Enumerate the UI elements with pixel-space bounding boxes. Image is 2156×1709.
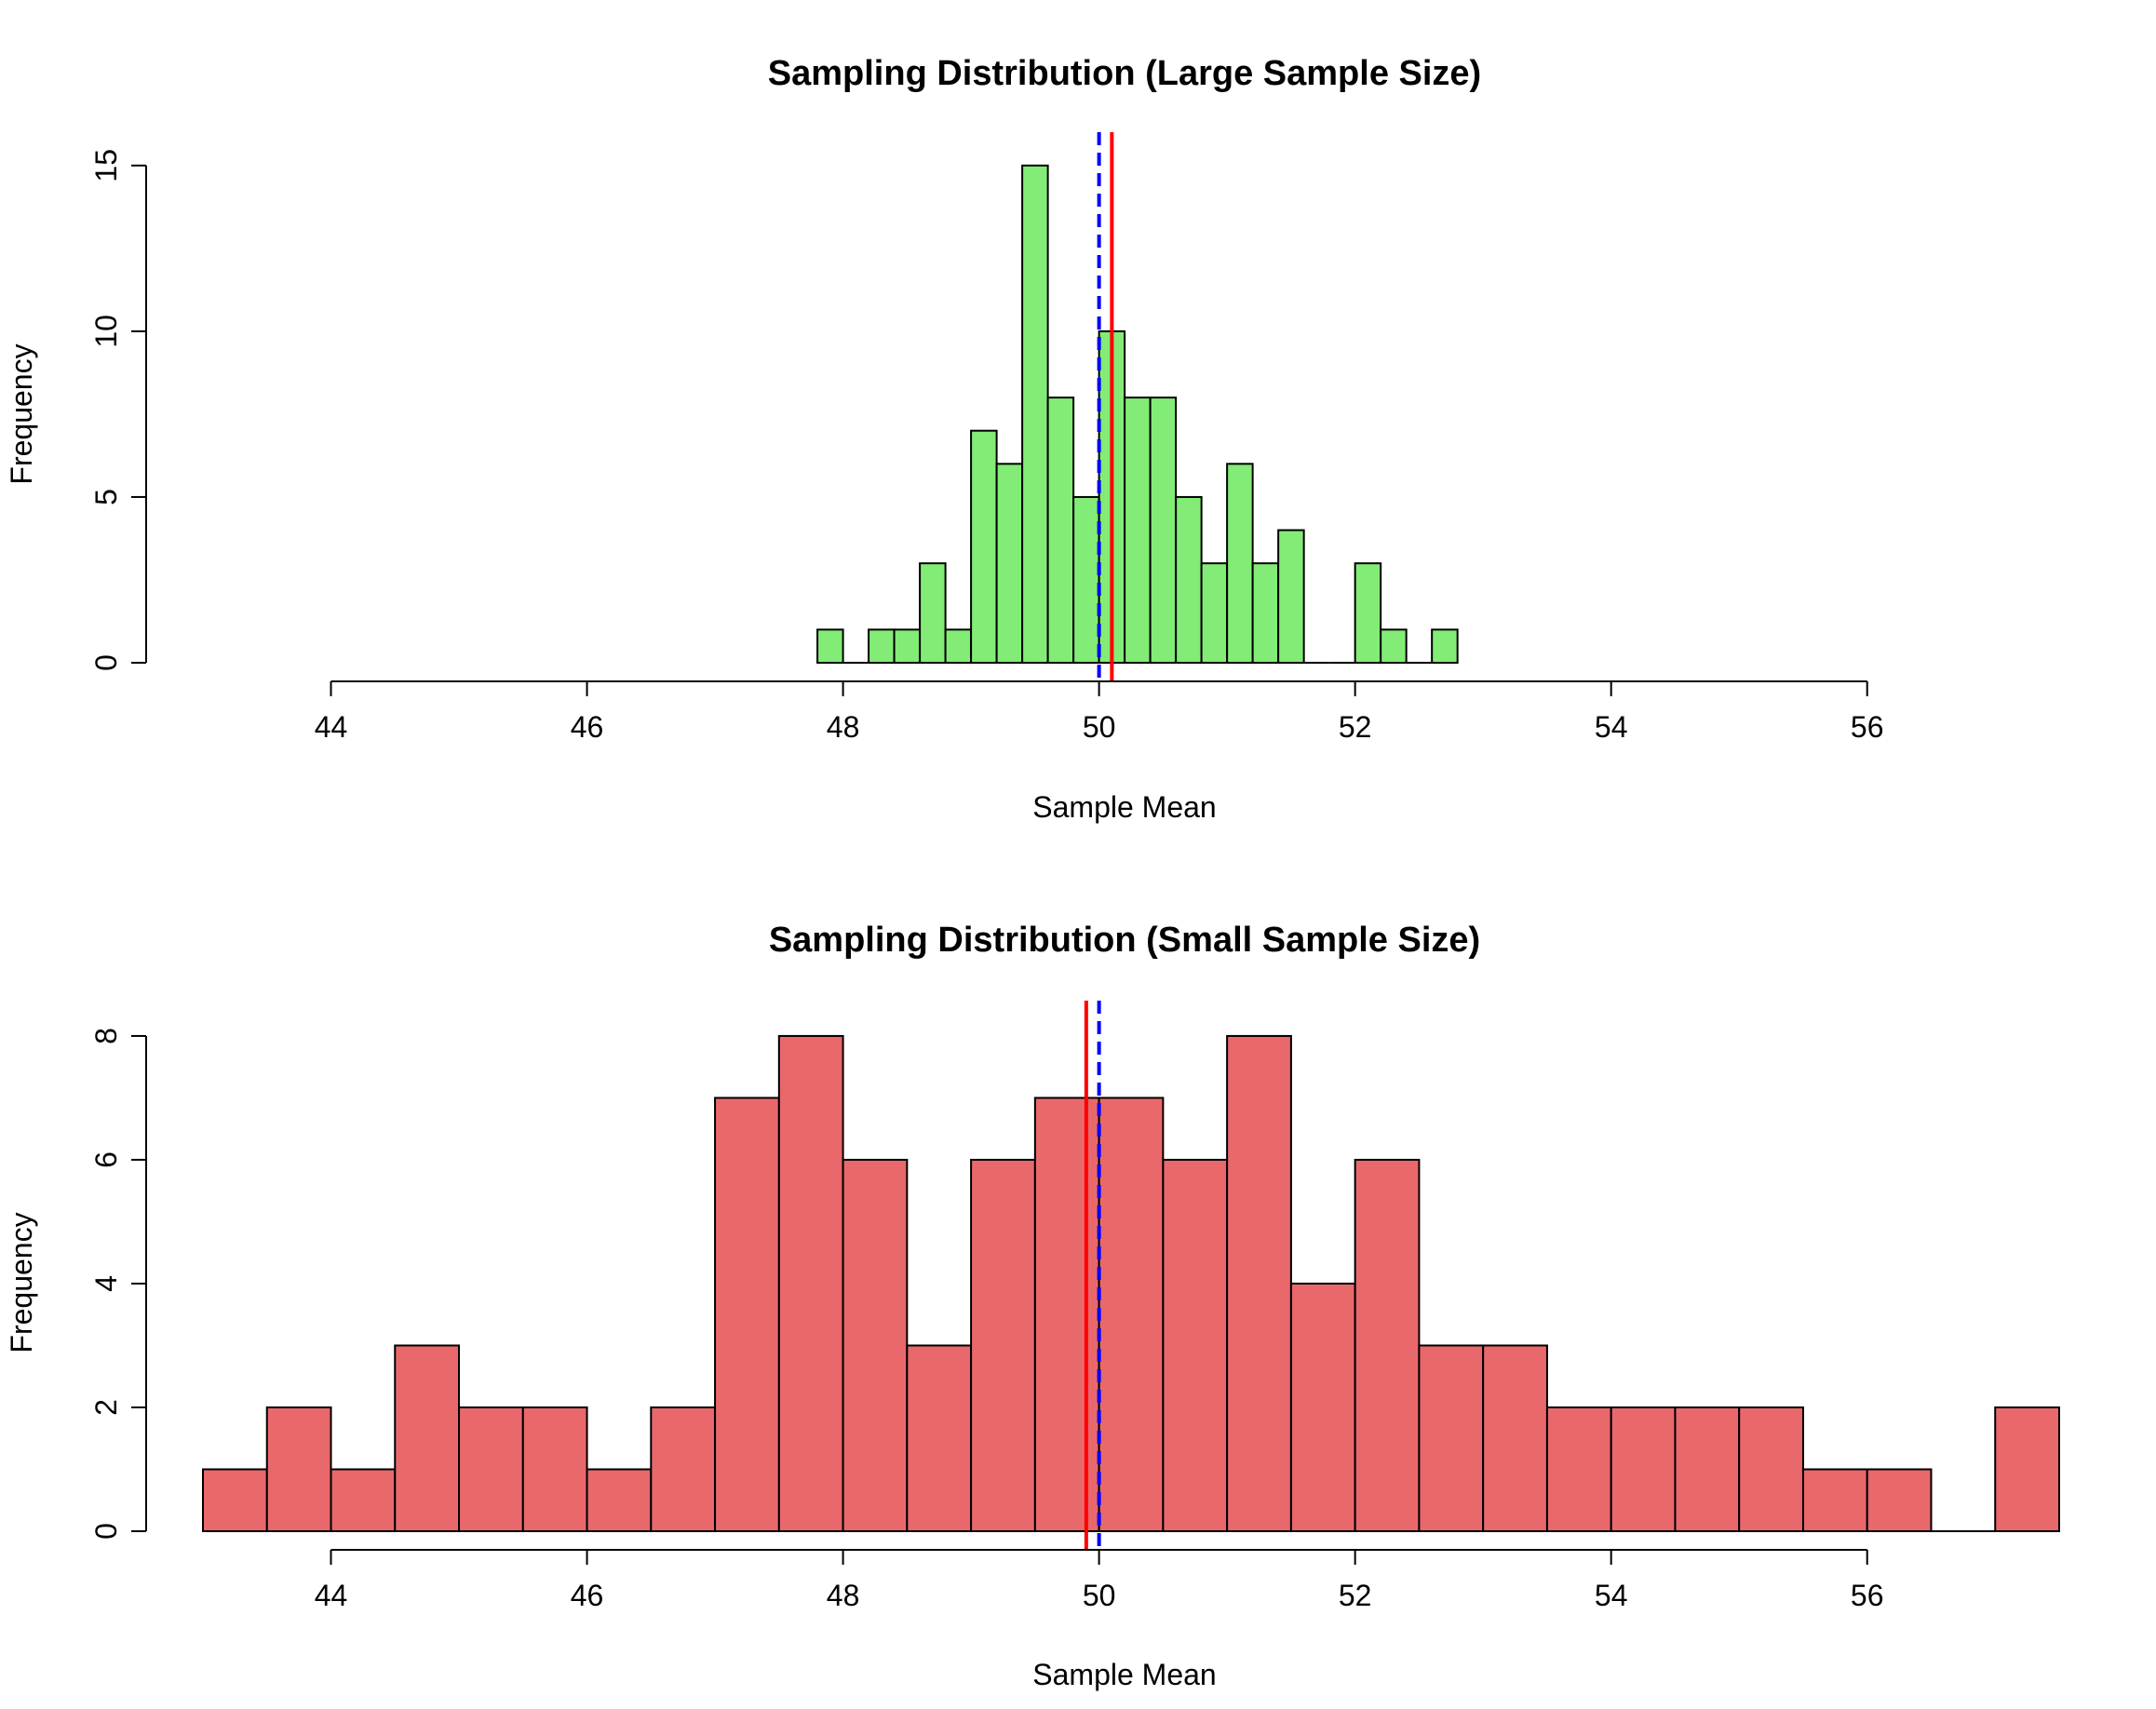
x-axis-label: Sample Mean xyxy=(1032,1658,1216,1691)
histogram-bar xyxy=(919,562,947,665)
histogram-bar xyxy=(1277,529,1305,665)
histogram-bar xyxy=(1124,397,1152,664)
histogram-bar xyxy=(970,1158,1036,1532)
histogram-bar xyxy=(868,628,896,664)
histogram-bar xyxy=(906,1344,973,1532)
histogram-bar xyxy=(995,463,1024,664)
reference-lines xyxy=(1084,1001,1101,1550)
x-tick-label: 56 xyxy=(1851,710,1884,744)
x-tick-label: 56 xyxy=(1851,1579,1884,1612)
histogram-bar xyxy=(650,1406,717,1532)
histogram-bar xyxy=(777,1034,844,1532)
histogram-bar xyxy=(1418,1344,1485,1532)
x-tick-label: 50 xyxy=(1083,1579,1116,1612)
x-axis-label: Sample Mean xyxy=(1032,790,1216,824)
y-tick-label: 2 xyxy=(89,1399,123,1416)
y-tick-label: 0 xyxy=(89,1523,123,1540)
histogram-bar xyxy=(714,1097,780,1533)
histogram-bar xyxy=(970,429,998,665)
x-tick-label: 44 xyxy=(315,710,348,744)
histogram-bar xyxy=(1289,1282,1356,1533)
histogram-bar xyxy=(1098,1097,1165,1533)
histogram-bar xyxy=(1046,397,1075,664)
chart-title: Sampling Distribution (Small Sample Size… xyxy=(769,921,1480,960)
x-tick-label: 44 xyxy=(315,1579,348,1612)
histogram-bar xyxy=(1354,562,1382,665)
x-tick-label: 48 xyxy=(827,1579,860,1612)
chart-title: Sampling Distribution (Large Sample Size… xyxy=(768,54,1481,93)
histogram-bar xyxy=(1354,1158,1421,1532)
y-axis: 0 2 4 6 8 xyxy=(89,1028,147,1540)
x-tick-label: 48 xyxy=(827,710,860,744)
histogram-bar xyxy=(202,1468,268,1533)
y-tick-label: 0 xyxy=(89,654,123,671)
y-tick-label: 15 xyxy=(89,149,123,182)
x-tick-label: 52 xyxy=(1339,1579,1372,1612)
histogram-bar xyxy=(1866,1468,1933,1533)
histogram-bar xyxy=(1021,164,1049,664)
histogram-bar xyxy=(521,1406,588,1532)
x-tick-label: 54 xyxy=(1595,710,1628,744)
histogram-bar xyxy=(1072,495,1100,664)
y-tick-label: 8 xyxy=(89,1028,123,1044)
histogram-bar xyxy=(1226,1034,1292,1532)
x-axis: 44 46 48 50 52 54 56 xyxy=(315,1549,1884,1612)
histogram-bar xyxy=(1380,628,1408,664)
histogram-bar xyxy=(893,628,922,664)
histogram-bar xyxy=(1162,1158,1229,1532)
histogram-bar xyxy=(1545,1406,1612,1532)
histogram-bar xyxy=(1738,1406,1804,1532)
reference-lines xyxy=(1097,132,1114,681)
histogram-bar xyxy=(1200,562,1229,665)
x-tick-label: 46 xyxy=(571,1579,604,1612)
y-axis-label: Frequency xyxy=(5,1212,38,1352)
histogram-bars xyxy=(202,1034,2061,1533)
y-tick-label: 10 xyxy=(89,315,123,348)
histogram-bar xyxy=(330,1468,397,1533)
histogram-bar xyxy=(1149,397,1178,664)
x-tick-label: 54 xyxy=(1595,1579,1628,1612)
histogram-bar xyxy=(1431,628,1459,664)
histogram-bar xyxy=(944,628,973,664)
y-axis-label: Frequency xyxy=(5,343,38,484)
histogram-bar xyxy=(458,1406,524,1532)
y-axis: 0 5 10 15 xyxy=(89,149,147,671)
histogram-bar xyxy=(265,1406,332,1532)
histogram-small-sample: Sampling Distribution (Small Sample Size… xyxy=(5,921,2061,1691)
x-tick-label: 52 xyxy=(1339,710,1372,744)
histogram-bar xyxy=(394,1344,461,1532)
histogram-bar xyxy=(1674,1406,1741,1532)
x-axis: 44 46 48 50 52 54 56 xyxy=(315,680,1884,744)
y-tick-label: 5 xyxy=(89,489,123,505)
histogram-bar xyxy=(816,628,844,664)
histogram-bar xyxy=(1175,495,1203,664)
histogram-bar xyxy=(1226,463,1254,664)
histogram-bar xyxy=(1801,1468,1868,1533)
histogram-bar xyxy=(842,1158,909,1532)
histogram-bar xyxy=(1610,1406,1677,1532)
histogram-bar xyxy=(1033,1097,1100,1533)
y-tick-label: 4 xyxy=(89,1275,123,1292)
histogram-bars xyxy=(816,164,1459,665)
histogram-bar xyxy=(1482,1344,1548,1532)
x-tick-label: 46 xyxy=(571,710,604,744)
histogram-bar xyxy=(1994,1406,2061,1532)
x-tick-label: 50 xyxy=(1083,710,1116,744)
y-tick-label: 6 xyxy=(89,1151,123,1168)
histogram-bar xyxy=(586,1468,653,1533)
histogram-bar xyxy=(1251,562,1280,665)
histogram-large-sample: Sampling Distribution (Large Sample Size… xyxy=(5,54,1884,824)
